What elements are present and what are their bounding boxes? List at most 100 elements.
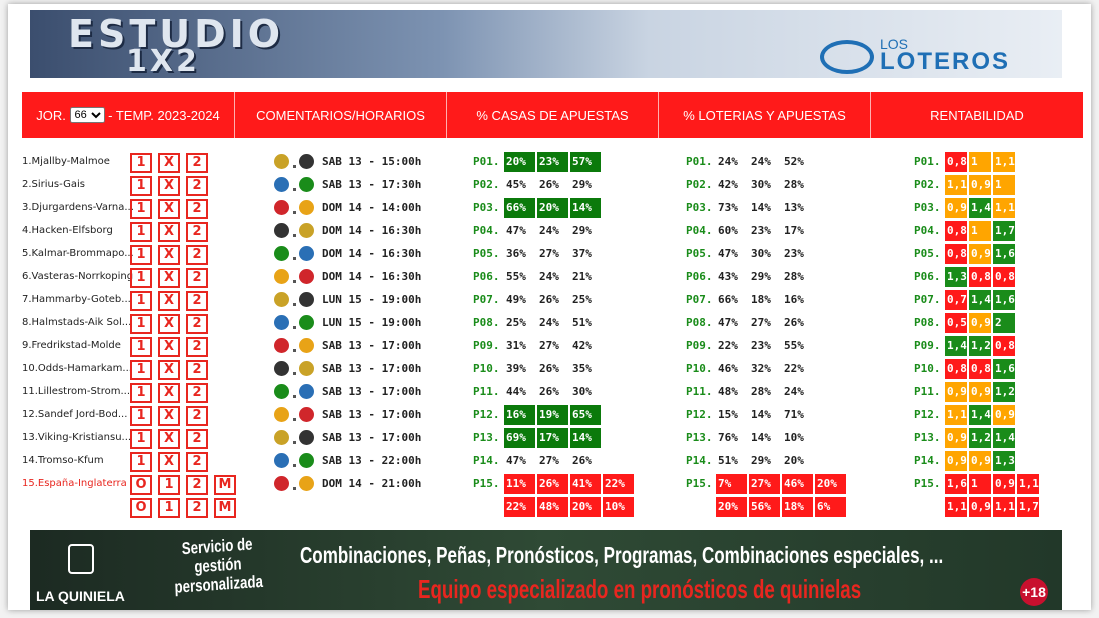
sign-box: 1 [130,452,152,472]
footer-headline: Combinaciones, Peñas, Pronósticos, Progr… [300,542,944,568]
team-icon [274,246,289,261]
logo-bottom: 1X2 [126,44,200,79]
team-icon [274,453,289,468]
loterias-cell: 17% [784,224,804,237]
row-label: P10. [686,362,713,375]
casas-cell: 26% [539,293,559,306]
casas-cell: 20% [570,497,601,517]
team-icon [274,384,289,399]
rentabilidad-cell: 0,9 [945,382,967,402]
loterias-cell: 10% [784,431,804,444]
row-label: P09. [473,339,500,352]
tab-comments[interactable]: COMENTARIOS/HORARIOS [235,92,447,138]
rentabilidad-cell: 0,9 [945,428,967,448]
casas-cell: 23% [537,152,568,172]
loterias-cell: 76% [718,431,738,444]
rentabilidad-cell: 0,9 [945,198,967,218]
footer-tagline: Equipo especializado en pronósticos de q… [418,574,862,604]
team-icon [274,223,289,238]
team-icon [299,177,314,192]
sign-box: 1 [130,222,152,242]
rentabilidad-cell: 0,8 [993,267,1015,287]
team-icon [299,292,314,307]
tab-casas[interactable]: % CASAS DE APUESTAS [447,92,659,138]
casas-cell: 25% [506,316,526,329]
rentabilidad-cell: 1,7 [993,221,1015,241]
sign-box: 1 [130,406,152,426]
casas-cell: 19% [537,405,568,425]
match-name: 15.España-Inglaterra [22,478,127,489]
jornada-label: JOR. [36,107,66,123]
loterias-cell: 26% [784,316,804,329]
rentabilidad-cell: 0,9 [945,451,967,471]
loterias-cell: 29% [751,270,771,283]
team-icon [274,292,289,307]
rentabilidad-cell: 0,9 [969,382,991,402]
tab-jornada[interactable]: JOR. 66 - TEMP. 2023-2024 [22,92,235,138]
team-icon [299,407,314,422]
casas-cell: 69% [504,428,535,448]
row-label: P06. [473,270,500,283]
loterias-cell: 43% [718,270,738,283]
sign-box: X [158,452,180,472]
sign-box: X [158,383,180,403]
schedule: SAB 13 - 17:00h [322,362,422,375]
casas-cell: 30% [572,385,592,398]
footer-ad[interactable]: LA QUINIELA Servicio de gestión personal… [30,530,1062,610]
rentabilidad-cell: 1,4 [993,428,1015,448]
footer-age: +18 [1020,578,1048,606]
sign-box: 1 [130,429,152,449]
sign-box: 1 [158,475,180,495]
loterias-cell: 20% [716,497,747,517]
sign-box: X [158,291,180,311]
loterias-cell: 55% [784,339,804,352]
sign-box: 2 [186,429,208,449]
rentabilidad-cell: 1,6 [993,244,1015,264]
jornada-select[interactable]: 66 [69,107,105,123]
row-label: P05. [473,247,500,260]
sign-box: 1 [130,245,152,265]
casas-cell: 41% [570,474,601,494]
row-label: P13. [473,431,500,444]
rentabilidad-cell: 1,1 [993,497,1015,517]
team-icon [274,430,289,445]
schedule: SAB 13 - 17:00h [322,385,422,398]
row-label: P08. [686,316,713,329]
tab-rentabilidad[interactable]: RENTABILIDAD [871,92,1083,138]
sign-box: 2 [186,314,208,334]
sign-box: 2 [186,291,208,311]
loterias-cell: 28% [751,385,771,398]
casas-cell: 10% [603,497,634,517]
casas-cell: 47% [506,454,526,467]
loterias-cell: 23% [751,339,771,352]
casas-cell: 24% [539,316,559,329]
sign-box: 2 [186,176,208,196]
schedule: DOM 14 - 21:00h [322,477,422,490]
sign-box: 1 [130,314,152,334]
icon-separator [293,257,296,260]
team-icon [299,246,314,261]
casas-cell: 17% [537,428,568,448]
casas-cell: 21% [572,270,592,283]
rentabilidad-cell: 1,1 [945,497,967,517]
team-icon [274,315,289,330]
rentabilidad-cell: 0,9 [993,405,1015,425]
icon-separator [293,441,296,444]
row-label: P07. [686,293,713,306]
sign-box: 2 [186,383,208,403]
casas-cell: 39% [506,362,526,375]
tab-loterias[interactable]: % LOTERIAS Y APUESTAS [659,92,871,138]
rentabilidad-cell: 0,5 [945,313,967,333]
row-label: P02. [686,178,713,191]
loterias-cell: 14% [751,201,771,214]
rentabilidad-cell: 1,3 [945,267,967,287]
loterias-cell: 13% [784,201,804,214]
casas-cell: 24% [539,224,559,237]
row-label: P05. [914,247,941,260]
row-label: P13. [686,431,713,444]
casas-cell: 24% [539,270,559,283]
rentabilidad-cell: 0,8 [993,336,1015,356]
team-icon [299,453,314,468]
rentabilidad-cell: 1,6 [945,474,967,494]
loterias-cell: 24% [718,155,738,168]
